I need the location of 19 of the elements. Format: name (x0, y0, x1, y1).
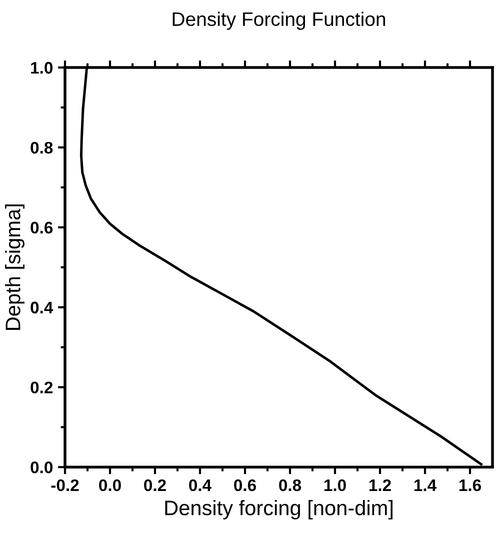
y-tick-label: 0.8 (30, 142, 53, 154)
x-tick-label: 0.0 (99, 479, 121, 492)
x-tick-label: 0.2 (144, 479, 166, 492)
x-tick-label: 1.6 (459, 479, 481, 492)
x-tick-label: -0.2 (51, 479, 79, 492)
x-tick-label: 1.0 (324, 479, 346, 492)
y-axis-title: Depth [sigma] (5, 204, 24, 330)
x-axis-title: Density forcing [non-dim] (165, 500, 392, 520)
y-tick-label: 0.4 (30, 302, 54, 314)
x-tick-label: 1.4 (414, 480, 436, 491)
x-tick-label: 1.2 (369, 479, 391, 491)
x-tick-label: 0.8 (279, 479, 302, 492)
x-tick-label: 0.4 (189, 479, 212, 492)
chart-title: Density Forcing Function (172, 12, 386, 30)
y-tick-label: 0.2 (30, 382, 53, 394)
y-tick-label: 0.0 (30, 462, 53, 474)
y-tick-label: 0.6 (30, 222, 53, 234)
x-tick-label: 0.6 (234, 479, 256, 492)
y-tick-label: 1.0 (31, 62, 53, 74)
